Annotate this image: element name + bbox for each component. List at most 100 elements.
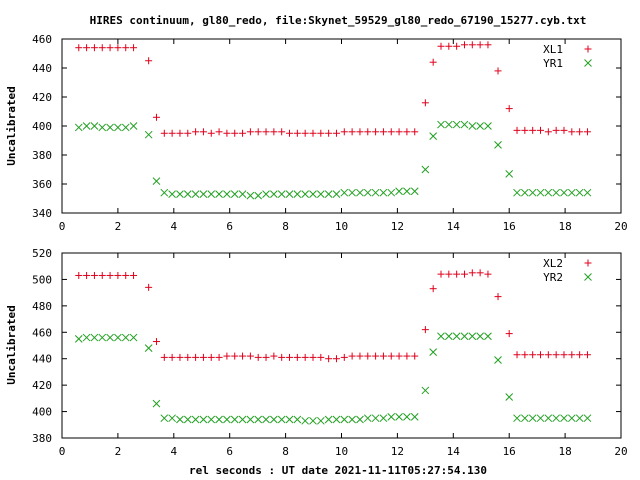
data-point-xl1 bbox=[387, 128, 395, 136]
x-tick-label: 8 bbox=[282, 445, 289, 458]
data-point-xl2 bbox=[254, 353, 262, 361]
data-point-xl2 bbox=[246, 352, 254, 360]
data-point-xl1 bbox=[106, 44, 114, 52]
data-point-xl1 bbox=[160, 129, 168, 137]
top-marks bbox=[74, 41, 592, 200]
data-point-yr1 bbox=[567, 188, 576, 197]
data-point-xl1 bbox=[239, 129, 247, 137]
data-point-yr1 bbox=[520, 188, 529, 197]
x-tick-label: 20 bbox=[614, 220, 627, 233]
data-point-yr1 bbox=[505, 169, 514, 178]
data-point-yr2 bbox=[90, 333, 99, 342]
data-point-xl1 bbox=[176, 129, 184, 137]
y-tick-label: 500 bbox=[32, 273, 52, 286]
y-tick-label: 380 bbox=[32, 149, 52, 162]
x-tick-label: 4 bbox=[170, 220, 177, 233]
data-point-yr1 bbox=[293, 190, 302, 199]
data-point-xl2 bbox=[411, 352, 419, 360]
data-point-yr1 bbox=[98, 123, 107, 132]
data-point-xl2 bbox=[429, 285, 437, 293]
data-point-xl2 bbox=[301, 353, 309, 361]
data-point-yr2 bbox=[168, 414, 176, 423]
x-tick-label: 10 bbox=[335, 220, 348, 233]
x-tick-label: 18 bbox=[558, 445, 571, 458]
data-point-yr1 bbox=[484, 122, 492, 130]
data-point-yr1 bbox=[215, 190, 223, 199]
data-point-xl2 bbox=[293, 353, 301, 361]
data-point-xl2 bbox=[184, 353, 192, 361]
data-point-yr2 bbox=[536, 414, 545, 423]
x-tick-label: 14 bbox=[447, 220, 461, 233]
y-tick-label: 520 bbox=[32, 247, 52, 260]
data-point-yr2 bbox=[575, 414, 584, 423]
data-point-xl2 bbox=[445, 270, 453, 278]
data-point-yr2 bbox=[403, 413, 411, 421]
data-point-xl1 bbox=[90, 44, 98, 52]
data-point-yr1 bbox=[82, 122, 91, 130]
data-point-yr1 bbox=[199, 190, 208, 199]
data-point-yr1 bbox=[340, 188, 349, 197]
data-point-xl1 bbox=[215, 128, 223, 136]
data-point-yr2 bbox=[262, 415, 270, 424]
data-point-xl1 bbox=[278, 128, 286, 136]
data-point-yr2 bbox=[285, 415, 294, 424]
data-point-xl1 bbox=[453, 42, 461, 50]
data-point-xl2 bbox=[460, 270, 468, 278]
data-point-xl1 bbox=[317, 129, 325, 137]
data-point-xl2 bbox=[75, 271, 83, 279]
y-tick-label: 420 bbox=[32, 379, 52, 392]
data-point-xl2 bbox=[192, 353, 200, 361]
data-point-yr1 bbox=[262, 190, 270, 199]
data-point-yr1 bbox=[387, 188, 396, 197]
data-point-yr1 bbox=[168, 190, 176, 199]
data-point-xl2 bbox=[223, 352, 231, 360]
data-point-xl2 bbox=[114, 271, 122, 279]
data-point-xl2 bbox=[176, 353, 184, 361]
data-point-yr1 bbox=[301, 190, 310, 199]
legend-marker-xl1 bbox=[584, 45, 592, 53]
data-point-xl2 bbox=[421, 326, 429, 334]
data-point-yr2 bbox=[421, 386, 430, 395]
data-point-yr1 bbox=[363, 188, 372, 197]
data-point-xl1 bbox=[521, 126, 529, 134]
data-point-xl1 bbox=[484, 41, 492, 49]
data-point-xl1 bbox=[445, 42, 453, 50]
y-tick-label: 400 bbox=[32, 406, 52, 419]
data-point-xl1 bbox=[145, 57, 153, 65]
legend-marker-yr1 bbox=[584, 59, 592, 67]
data-point-yr1 bbox=[106, 123, 114, 132]
data-point-yr2 bbox=[74, 335, 83, 343]
data-point-xl2 bbox=[552, 351, 560, 359]
bottom-panel: Uncalibrated 0 2 4 6 8 10 12 14 16 18 20 380 400 420 4… bbox=[5, 247, 628, 458]
data-point-xl2 bbox=[494, 293, 502, 301]
data-point-xl1 bbox=[332, 129, 340, 137]
data-point-xl2 bbox=[152, 338, 160, 346]
data-point-yr1 bbox=[395, 187, 403, 196]
y-tick-label: 360 bbox=[32, 178, 52, 191]
data-point-yr1 bbox=[583, 188, 592, 197]
top-legend: XL1 YR1 bbox=[543, 43, 592, 70]
top-panel: Uncalibrated 0 2 4 6 8 10 12 14 16 18 20 340 360 380 4… bbox=[5, 33, 628, 233]
data-point-yr2 bbox=[505, 393, 514, 401]
data-point-xl1 bbox=[130, 44, 138, 52]
data-point-yr2 bbox=[238, 415, 247, 424]
data-point-xl1 bbox=[544, 128, 552, 136]
data-point-xl2 bbox=[83, 271, 91, 279]
data-point-xl1 bbox=[168, 129, 176, 137]
data-point-xl2 bbox=[278, 353, 286, 361]
data-point-xl2 bbox=[90, 271, 98, 279]
data-point-yr2 bbox=[316, 416, 325, 425]
data-point-yr2 bbox=[567, 414, 576, 423]
data-point-yr1 bbox=[403, 187, 411, 196]
x-tick-label: 20 bbox=[614, 445, 627, 458]
data-point-yr2 bbox=[484, 332, 492, 341]
data-point-yr2 bbox=[277, 415, 286, 424]
data-point-xl2 bbox=[207, 353, 215, 361]
data-point-xl2 bbox=[199, 353, 207, 361]
data-point-yr1 bbox=[379, 188, 388, 197]
x-tick-label: 18 bbox=[558, 220, 571, 233]
data-point-yr1 bbox=[223, 190, 231, 199]
data-point-xl2 bbox=[286, 353, 294, 361]
data-point-yr1 bbox=[444, 120, 453, 129]
